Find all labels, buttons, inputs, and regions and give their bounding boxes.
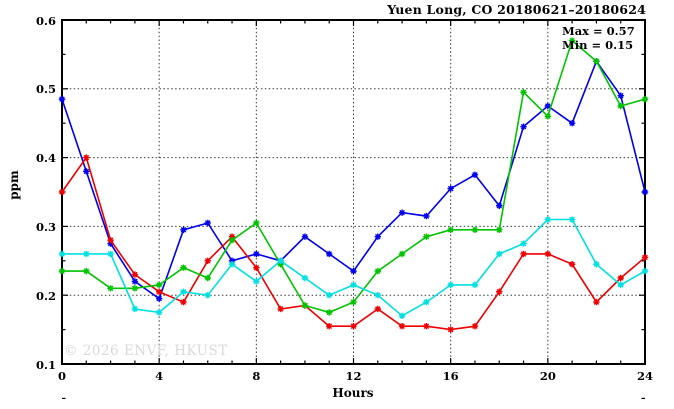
series-markers-day-3-green [58, 37, 649, 316]
y-tick-label: 0.6 [35, 13, 56, 28]
x-tick-label: 4 [155, 369, 164, 383]
x-tick-label: 24 [636, 369, 653, 383]
y-axis-title: ppm [7, 170, 21, 200]
y-tick-label: 0.5 [35, 82, 56, 97]
series-markers-day-4-cyan [58, 216, 649, 320]
chart-title: Yuen Long, CO 20180621–20180624 [387, 2, 646, 17]
x-tick-label: 20 [539, 369, 556, 383]
x-tick-label: 8 [252, 369, 261, 383]
y-tick-label: 0.2 [35, 288, 56, 303]
max-value-label: Max = 0.57 [562, 24, 635, 38]
x-tick-label: 12 [345, 369, 362, 383]
watermark: © 2026 ENVF, HKUST [64, 343, 228, 359]
x-axis-title: Hours [332, 386, 374, 400]
series-markers-day-2-red [58, 154, 649, 333]
x-tick-label: 0 [57, 369, 66, 383]
y-tick-label: 0.4 [35, 151, 56, 166]
y-tick-label: 0.3 [35, 219, 56, 234]
y-tick-label: 0.1 [35, 357, 56, 372]
max-min-annotation: Max = 0.57 Min = 0.15 [562, 24, 635, 52]
x-tick-label: 16 [442, 369, 459, 383]
min-value-label: Min = 0.15 [562, 38, 634, 52]
